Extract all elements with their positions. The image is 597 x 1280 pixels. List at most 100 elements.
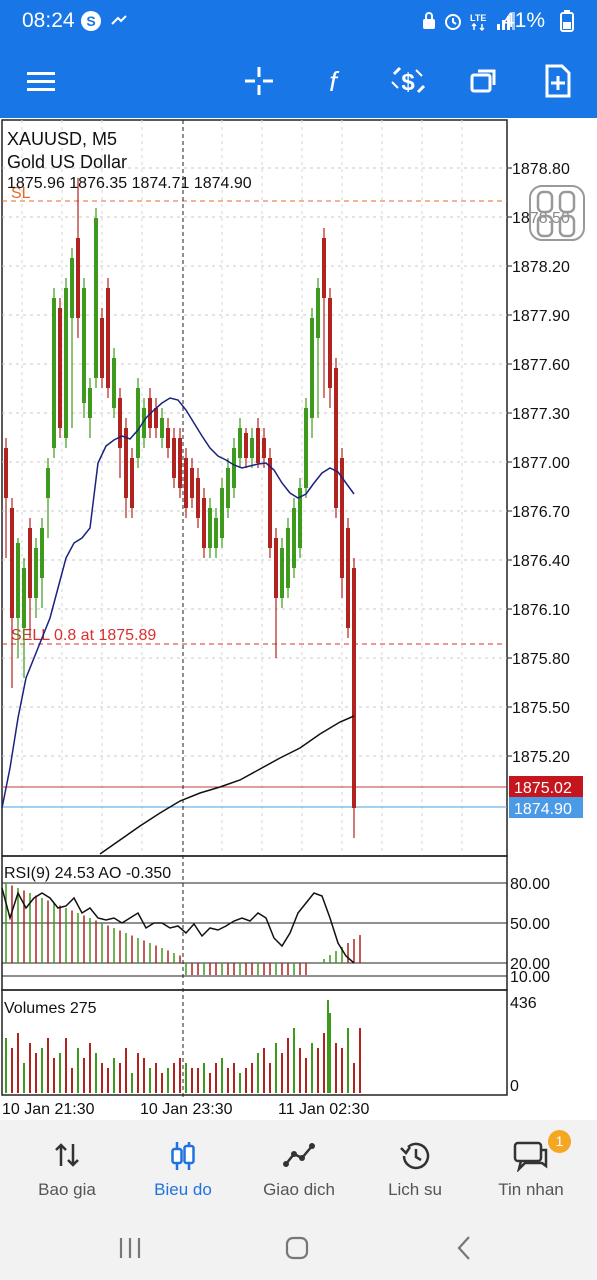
price-label: 1877.60 xyxy=(512,357,570,374)
price-label: 1878.80 xyxy=(512,161,570,178)
nav-chart[interactable]: Bieu do xyxy=(124,1120,242,1216)
toolbar: f $ xyxy=(0,44,597,118)
candle-body xyxy=(238,428,242,458)
candle-body xyxy=(334,368,338,508)
price-axis: 1878.801878.501878.201877.901877.601877.… xyxy=(507,161,570,766)
candle-body xyxy=(16,543,20,618)
candle-body xyxy=(244,433,248,458)
alarm-clock-icon xyxy=(442,10,464,32)
clock: 08:24 xyxy=(22,9,75,32)
candle-body xyxy=(286,528,290,588)
price-label: 1875.50 xyxy=(512,700,570,717)
nav-trade[interactable]: Giao dich xyxy=(240,1120,358,1216)
price-label: 1876.10 xyxy=(512,602,570,619)
tradingview-icon xyxy=(108,10,130,32)
candle-body xyxy=(106,288,110,388)
bid-price: 1874.90 xyxy=(514,801,572,818)
candle-body xyxy=(274,538,278,598)
recents-button[interactable] xyxy=(110,1230,150,1266)
candle-body xyxy=(142,408,146,438)
candle-body xyxy=(208,508,212,548)
system-navigation xyxy=(0,1216,597,1280)
bid-price-tag xyxy=(509,797,583,818)
candle-body xyxy=(250,438,254,458)
candle-body xyxy=(196,478,200,518)
volumes-pane-frame xyxy=(1,989,508,1096)
candle-body xyxy=(40,528,44,578)
candle-body xyxy=(292,508,296,568)
time-label-3: 11 Jan 02:30 xyxy=(278,1101,369,1118)
rsi-line xyxy=(1,887,355,964)
price-label: 1878.20 xyxy=(512,259,570,276)
candle-body xyxy=(280,548,284,598)
lock-icon xyxy=(418,10,440,32)
candles xyxy=(4,178,356,838)
status-bar: 08:24 S LTE 41% xyxy=(0,0,597,44)
candle-body xyxy=(190,468,194,498)
nav-history[interactable]: Lich su xyxy=(356,1120,474,1216)
candle-body xyxy=(82,288,86,403)
svg-text:f: f xyxy=(329,66,340,97)
candle-body xyxy=(118,398,122,448)
candle-body xyxy=(70,258,74,318)
indicator-axis-label: 50.00 xyxy=(510,916,550,933)
price-label: 1875.80 xyxy=(512,651,570,668)
skype-icon: S xyxy=(80,10,102,32)
candle-body xyxy=(226,468,230,508)
indicator-label: RSI(9) 24.53 AO -0.350 xyxy=(4,865,171,882)
candle-body xyxy=(94,218,98,378)
new-document-icon[interactable] xyxy=(536,59,580,103)
windows-icon[interactable] xyxy=(462,59,506,103)
volumes-axis-label: 436 xyxy=(510,995,537,1012)
zoom-button[interactable] xyxy=(529,185,585,241)
candle-body xyxy=(202,498,206,548)
price-label: 1877.30 xyxy=(512,406,570,423)
candle-body xyxy=(34,548,38,598)
ask-price: 1875.02 xyxy=(514,780,572,797)
chart-area[interactable]: SL SELL 0.8 at 1875.89 1878.801878.50187… xyxy=(0,118,597,1120)
candle-body xyxy=(64,288,68,438)
menu-icon[interactable] xyxy=(19,59,63,103)
candle-body xyxy=(76,238,80,318)
candle-body xyxy=(346,528,350,628)
price-label: 1877.90 xyxy=(512,308,570,325)
volumes-indicator: 436 0 xyxy=(1,989,537,1096)
price-chart[interactable]: SL SELL 0.8 at 1875.89 1878.801878.50187… xyxy=(0,118,597,1120)
ask-price-tag xyxy=(509,776,583,797)
candle-body xyxy=(310,318,314,418)
back-button[interactable] xyxy=(444,1230,484,1266)
price-label: 1876.40 xyxy=(512,553,570,570)
candle-body xyxy=(322,238,326,298)
candle-body xyxy=(262,438,266,458)
battery-percent: 41% xyxy=(502,9,545,32)
nav-messages[interactable]: Tin nhan 1 xyxy=(472,1120,590,1216)
svg-text:$: $ xyxy=(401,69,415,96)
candle-body xyxy=(340,458,344,578)
candle-body xyxy=(22,568,26,628)
crosshair-icon[interactable] xyxy=(237,59,281,103)
time-label-1: 10 Jan 21:30 xyxy=(2,1101,95,1118)
candle-body xyxy=(316,288,320,338)
svg-text:LTE: LTE xyxy=(470,13,486,23)
function-icon[interactable]: f xyxy=(311,59,355,103)
order-label: SELL 0.8 at 1875.89 xyxy=(11,627,156,644)
home-button[interactable] xyxy=(277,1230,317,1266)
new-order-icon[interactable]: $ xyxy=(386,59,430,103)
candle-body xyxy=(52,298,56,448)
message-badge: 1 xyxy=(548,1130,571,1153)
candle-body xyxy=(136,388,140,458)
moving-average-slow xyxy=(99,715,355,855)
history-icon xyxy=(356,1140,474,1180)
volumes-axis-label: 0 xyxy=(510,1078,519,1095)
sort-arrows-icon xyxy=(8,1140,126,1180)
candle-body xyxy=(166,428,170,448)
candle-body xyxy=(172,438,176,478)
candle-body xyxy=(112,358,116,408)
svg-text:S: S xyxy=(86,13,95,29)
candle-body xyxy=(268,458,272,548)
candle-body xyxy=(304,408,308,488)
candle-body xyxy=(232,448,236,488)
nav-quotes[interactable]: Bao gia xyxy=(8,1120,126,1216)
candle-body xyxy=(160,418,164,438)
indicator-axis-label: 80.00 xyxy=(510,876,550,893)
